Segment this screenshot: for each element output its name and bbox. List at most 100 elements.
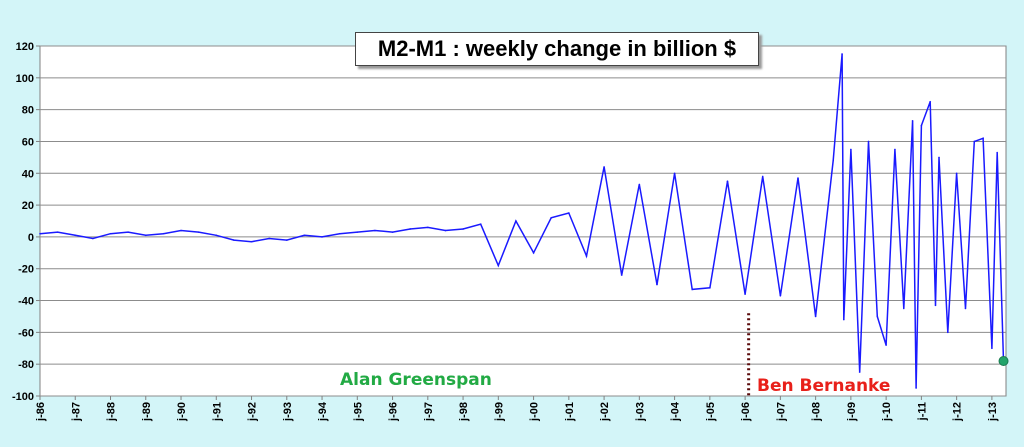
y-tick-label: 20 xyxy=(22,200,34,212)
y-tick-label: -20 xyxy=(18,264,34,276)
data-point xyxy=(197,231,200,233)
data-point xyxy=(321,236,323,238)
data-point xyxy=(929,100,932,103)
y-tick-label: -80 xyxy=(18,359,34,371)
greenspan-label: Alan Greenspan xyxy=(340,370,492,390)
data-point xyxy=(462,228,464,230)
data-point xyxy=(991,347,993,350)
data-point xyxy=(814,315,817,318)
x-tick-label: j-93 xyxy=(282,402,294,422)
data-point xyxy=(843,318,845,321)
data-point xyxy=(934,304,937,307)
x-tick-label: j-87 xyxy=(70,402,82,422)
data-point xyxy=(603,166,605,168)
data-point xyxy=(532,252,535,254)
bernanke-label: Ben Bernanke xyxy=(757,376,891,396)
data-point xyxy=(744,293,746,295)
x-tick-label: j-05 xyxy=(705,402,717,422)
data-point xyxy=(867,140,870,143)
data-point xyxy=(902,307,905,310)
data-point xyxy=(427,226,429,229)
x-tick-label: j-11 xyxy=(916,402,928,421)
chart-title-box: M2-M1 : weekly change in billion $ xyxy=(355,32,759,66)
data-point xyxy=(894,148,896,151)
x-tick-label: j-01 xyxy=(564,402,576,422)
y-tick-label: -60 xyxy=(18,327,34,339)
data-point xyxy=(620,274,623,276)
data-point xyxy=(338,232,341,235)
data-point xyxy=(479,223,482,225)
data-point xyxy=(585,255,588,257)
data-point xyxy=(920,124,923,127)
data-point xyxy=(841,53,843,55)
data-point xyxy=(691,288,694,291)
y-tick-label: -100 xyxy=(12,391,34,403)
data-point xyxy=(515,220,517,222)
y-tick-label: -40 xyxy=(18,296,34,308)
x-tick-label: j-02 xyxy=(599,402,611,422)
data-point xyxy=(876,315,879,318)
data-point xyxy=(162,232,165,235)
x-tick-label: j-99 xyxy=(493,402,505,422)
data-point xyxy=(550,217,553,219)
x-tick-label: j-12 xyxy=(952,402,964,422)
data-point xyxy=(92,237,94,240)
data-point xyxy=(973,140,976,143)
x-tick-label: j-08 xyxy=(811,402,823,422)
data-point xyxy=(374,229,376,232)
data-point xyxy=(109,232,112,235)
x-tick-label: j-06 xyxy=(740,402,752,422)
data-point xyxy=(656,283,658,286)
data-point xyxy=(268,237,270,240)
data-point xyxy=(144,234,147,237)
data-point xyxy=(74,234,77,237)
data-point xyxy=(726,180,729,183)
y-tick-label: 0 xyxy=(28,232,34,244)
data-point xyxy=(638,183,641,186)
data-point xyxy=(180,229,182,232)
data-point xyxy=(779,294,782,297)
x-tick-label: j-00 xyxy=(529,402,541,422)
y-tick-label: 40 xyxy=(22,168,34,180)
data-point xyxy=(215,234,218,237)
data-point xyxy=(709,287,711,289)
series-line xyxy=(39,53,1005,389)
data-point xyxy=(250,240,253,243)
data-point xyxy=(391,231,394,233)
y-tick-label: 60 xyxy=(22,136,34,148)
data-point xyxy=(285,239,288,241)
x-tick-label: j-10 xyxy=(881,402,893,422)
data-point xyxy=(850,148,852,151)
data-point xyxy=(444,229,447,232)
data-point xyxy=(955,172,958,175)
data-point xyxy=(915,387,917,389)
data-point xyxy=(39,232,41,235)
x-tick-label: j-07 xyxy=(775,402,787,422)
x-tick-label: j-13 xyxy=(987,402,999,422)
data-point xyxy=(947,331,949,334)
x-tick-label: j-94 xyxy=(317,401,329,422)
data-point xyxy=(996,151,998,154)
x-tick-label: j-89 xyxy=(141,402,153,422)
chart-title: M2-M1 : weekly change in billion $ xyxy=(377,36,737,61)
x-tick-label: j-98 xyxy=(458,402,470,422)
data-point xyxy=(568,212,570,214)
plot-area xyxy=(39,45,1007,397)
data-point xyxy=(761,175,764,178)
x-tick-label: j-86 xyxy=(35,402,47,422)
x-tick-label: j-88 xyxy=(106,402,118,422)
x-tick-label: j-03 xyxy=(634,402,646,422)
data-point xyxy=(982,137,984,140)
y-tick-label: 100 xyxy=(16,73,34,85)
x-tick-label: j-97 xyxy=(423,402,435,422)
data-point xyxy=(938,156,940,159)
x-tick-label: j-09 xyxy=(846,402,858,422)
data-point xyxy=(832,159,835,162)
x-tick-label: j-92 xyxy=(247,402,259,422)
data-point xyxy=(497,264,500,267)
data-point xyxy=(858,371,861,373)
data-point xyxy=(356,231,359,233)
data-point xyxy=(999,267,1002,270)
data-point xyxy=(797,177,799,179)
